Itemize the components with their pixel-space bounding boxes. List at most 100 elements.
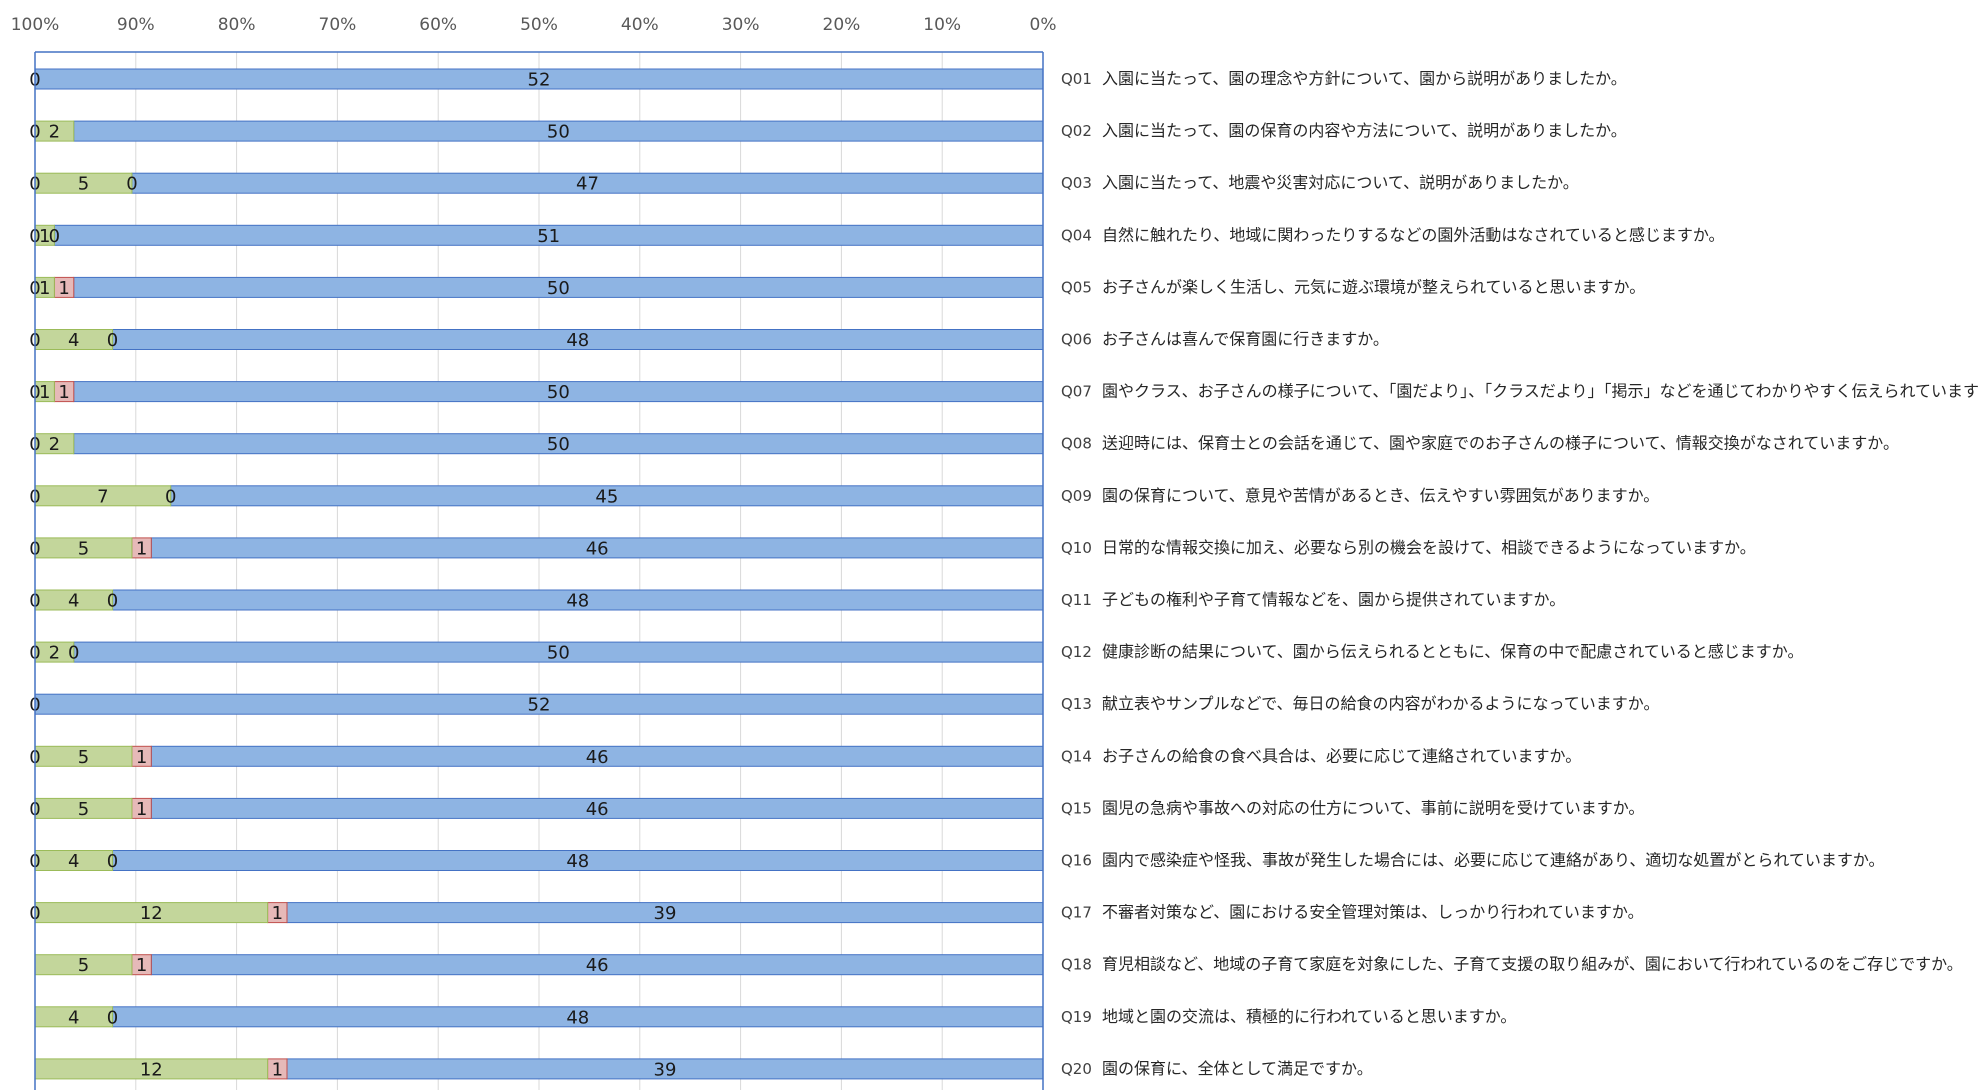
x-tick-label: 50%	[520, 15, 558, 35]
data-label: 4	[68, 591, 79, 612]
category-id: Q20	[1061, 1060, 1092, 1078]
data-label: 1	[136, 538, 147, 559]
data-label: 0	[107, 851, 118, 872]
category-label: 自然に触れたり、地域に関わったりするなどの園外活動はなされていると感じますか。	[1102, 225, 1725, 244]
category-id: Q10	[1061, 539, 1092, 557]
category-id: Q07	[1061, 383, 1092, 401]
data-label: 48	[566, 1007, 589, 1028]
data-label: 5	[78, 799, 89, 820]
data-label: 1	[39, 278, 50, 299]
category-id: Q05	[1061, 278, 1092, 296]
category-id: Q12	[1061, 643, 1092, 661]
category-label: 園児の急病や事故への対応の仕方について、事前に説明を受けていますか。	[1102, 798, 1644, 817]
x-tick-label: 60%	[419, 15, 457, 35]
data-label: 5	[78, 174, 89, 195]
category-label: お子さんは喜んで保育園に行きますか。	[1102, 330, 1389, 349]
category-label: 園の保育について、意見や苦情があるとき、伝えやすい雰囲気がありますか。	[1102, 486, 1659, 505]
category-label: 入園に当たって、園の保育の内容や方法について、説明がありましたか。	[1102, 121, 1627, 140]
data-label: 2	[49, 122, 60, 143]
data-label: 50	[547, 643, 570, 664]
data-label: 39	[654, 1059, 677, 1080]
category-id: Q03	[1061, 174, 1092, 192]
data-label: 50	[547, 434, 570, 455]
data-label: 0	[126, 174, 137, 195]
category-id: Q15	[1061, 799, 1092, 817]
data-label: 4	[68, 1007, 79, 1028]
category-label: 園やクラス、お子さんの様子について、「園だより」、「クラスだより」「掲示」などを…	[1102, 382, 1980, 401]
data-label: 0	[165, 486, 176, 507]
category-id: Q08	[1061, 435, 1092, 453]
data-label: 0	[107, 1007, 118, 1028]
data-label: 48	[566, 330, 589, 351]
x-tick-label: 70%	[319, 15, 357, 35]
category-id: Q11	[1061, 591, 1092, 609]
data-label: 0	[107, 330, 118, 351]
category-labels: Q01 入園に当たって、園の理念や方針について、園から説明がありましたか。 Q02 入…	[1061, 69, 1980, 1078]
data-label: 1	[39, 382, 50, 403]
data-label: 2	[49, 434, 60, 455]
category-label: お子さんが楽しく生活し、元気に遊ぶ環境が整えられていると思いますか。	[1102, 277, 1645, 296]
data-label: 1	[272, 903, 283, 924]
data-label: 50	[547, 278, 570, 299]
data-label: 46	[586, 747, 609, 768]
data-label: 1	[136, 955, 147, 976]
data-label: 1	[39, 226, 50, 247]
category-id: Q04	[1061, 226, 1092, 244]
category-id: Q09	[1061, 487, 1092, 505]
category-label: 不審者対策など、園における安全管理対策は、しっかり行われていますか。	[1102, 903, 1644, 922]
data-label: 0	[68, 643, 79, 664]
category-label: 入園に当たって、地震や災害対応について、説明がありましたか。	[1102, 173, 1579, 192]
category-id: Q13	[1061, 695, 1092, 713]
category-label: 日常的な情報交換に加え、必要なら別の機会を設けて、相談できるようになっていますか…	[1102, 538, 1756, 557]
data-label: 39	[654, 903, 677, 924]
data-label: 45	[595, 486, 618, 507]
data-label: 2	[49, 643, 60, 664]
category-id: Q19	[1061, 1008, 1092, 1026]
category-id: Q14	[1061, 747, 1092, 765]
data-label: 5	[78, 955, 89, 976]
data-label: 12	[140, 903, 163, 924]
category-id: Q17	[1061, 904, 1092, 922]
data-label: 12	[140, 1059, 163, 1080]
data-label: 5	[78, 747, 89, 768]
data-labels: 5205020470505101050110480405011050204507…	[29, 70, 676, 1081]
category-label: 育児相談など、地域の子育て家庭を対象にした、子育て支援の取り組みが、園において行…	[1102, 955, 1963, 974]
data-label: 0	[49, 226, 60, 247]
data-label: 47	[576, 174, 599, 195]
data-label: 46	[586, 955, 609, 976]
category-label: 送迎時には、保育士との会話を通じて、園や家庭でのお子さんの様子について、情報交換…	[1102, 434, 1899, 453]
data-label: 4	[68, 330, 79, 351]
x-tick-label: 20%	[823, 15, 861, 35]
data-label: 51	[537, 226, 560, 247]
category-id: Q02	[1061, 122, 1092, 140]
data-label: 5	[78, 538, 89, 559]
category-label: お子さんの給食の食べ具合は、必要に応じて連絡されていますか。	[1102, 746, 1581, 765]
x-tick-label: 10%	[923, 15, 961, 35]
x-tick-label: 0%	[1030, 15, 1057, 35]
category-label: 園内で感染症や怪我、事故が発生した場合には、必要に応じて連絡があり、適切な処置が…	[1102, 851, 1885, 870]
data-label: 50	[547, 382, 570, 403]
category-label: 健康診断の結果について、園から伝えられるとともに、保育の中で配慮されていると感じ…	[1102, 642, 1803, 661]
data-label: 52	[528, 70, 551, 91]
x-tick-label: 90%	[117, 15, 155, 35]
data-label: 50	[547, 122, 570, 143]
category-id: Q16	[1061, 852, 1092, 870]
data-label: 1	[272, 1059, 283, 1080]
data-label: 46	[586, 799, 609, 820]
data-label: 48	[566, 591, 589, 612]
category-id: Q01	[1061, 70, 1092, 88]
category-label: 園の保育に、全体として満足ですか。	[1102, 1059, 1373, 1078]
data-label: 46	[586, 538, 609, 559]
category-label: 入園に当たって、園の理念や方針について、園から説明がありましたか。	[1102, 69, 1627, 88]
category-label: 献立表やサンプルなどで、毎日の給食の内容がわかるようになっていますか。	[1102, 694, 1659, 713]
category-label: 地域と園の交流は、積極的に行われていると思いますか。	[1102, 1007, 1516, 1026]
category-id: Q06	[1061, 331, 1092, 349]
category-id: Q18	[1061, 956, 1092, 974]
data-label: 1	[58, 278, 69, 299]
data-label: 7	[97, 486, 108, 507]
category-label: 子どもの権利や子育て情報などを、園から提供されていますか。	[1102, 590, 1565, 609]
data-label: 52	[528, 695, 551, 716]
x-tick-label: 80%	[218, 15, 256, 35]
x-axis-tick-labels: 100% 90% 80% 70% 60% 50% 40% 30% 20% 10% 0%	[11, 15, 1057, 35]
